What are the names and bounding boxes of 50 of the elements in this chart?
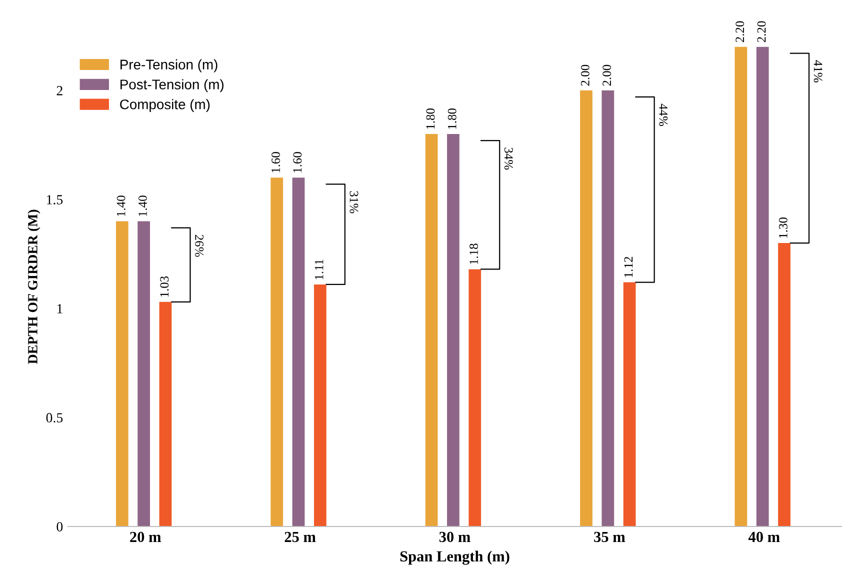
- data-label: 1.80: [426, 108, 435, 129]
- annotation: 34%: [504, 148, 513, 170]
- bar: [602, 90, 614, 526]
- data-label: 2.00: [602, 64, 612, 86]
- bar: [314, 284, 326, 526]
- bar: [292, 178, 305, 526]
- y-tick-label: 0: [56, 522, 63, 532]
- bar: [138, 221, 150, 526]
- data-label: 1.60: [272, 152, 280, 172]
- annotation: 41%: [814, 60, 822, 82]
- x-tick-label: 30 m: [439, 532, 470, 542]
- data-label: 1.03: [160, 276, 169, 297]
- annotation: 44%: [659, 104, 668, 126]
- bar: [468, 269, 482, 526]
- legend-label: Pre-Tension (m): [120, 59, 218, 72]
- legend-label: Post-Tension (m): [120, 79, 224, 92]
- data-label: 2.00: [580, 64, 590, 86]
- data-label: 1.30: [778, 217, 788, 238]
- x-axis-title: Span Length (m): [400, 550, 510, 565]
- bar: [159, 302, 172, 526]
- data-label: 1.40: [138, 196, 147, 216]
- data-label: 1.18: [470, 244, 478, 264]
- data-label: 1.11: [314, 260, 324, 280]
- bar: [778, 243, 790, 526]
- bar: [734, 46, 748, 526]
- data-label: 1.60: [293, 152, 302, 172]
- legend-label: Composite (m): [120, 99, 210, 112]
- x-tick-label: 35 m: [594, 532, 626, 542]
- x-tick-label: 40 m: [748, 532, 780, 542]
- data-label: 1.40: [116, 196, 126, 216]
- annotation: 26%: [195, 234, 204, 257]
- x-tick-label: 20 m: [130, 532, 161, 542]
- data-label: 2.20: [757, 21, 766, 42]
- y-tick-label: 0.5: [46, 413, 63, 422]
- bar: [623, 282, 636, 526]
- y-tick-label: 2: [56, 86, 62, 96]
- bar: [447, 134, 460, 526]
- bar: [270, 178, 284, 526]
- bar: [756, 46, 769, 526]
- x-tick-label: 25 m: [284, 532, 316, 542]
- data-label: 1.12: [624, 256, 633, 278]
- y-axis-title: DEPTH OF GIRDER (M): [28, 210, 40, 364]
- data-label: 1.80: [448, 108, 456, 129]
- y-tick-label: 1: [57, 304, 62, 314]
- bar: [580, 90, 592, 526]
- bar: [425, 134, 438, 526]
- data-label: 2.20: [736, 21, 744, 42]
- bar: [116, 221, 128, 526]
- y-tick-label: 1.5: [47, 195, 63, 204]
- annotation: 31%: [350, 191, 358, 214]
